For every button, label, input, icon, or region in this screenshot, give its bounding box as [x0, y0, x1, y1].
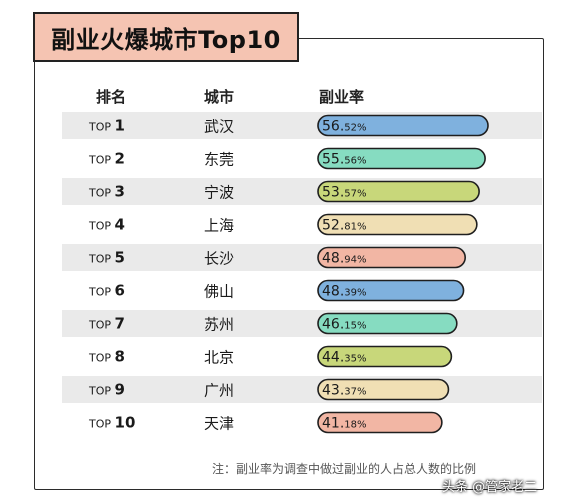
rank-label: TOP 8 [88, 348, 125, 366]
watermark: 头条 @管家老二 [442, 480, 538, 495]
city-label: 上海 [204, 217, 234, 235]
city-label: 东莞 [204, 151, 234, 169]
header-city: 城市 [204, 88, 235, 106]
value-label: 48.94% [322, 251, 367, 267]
bar [317, 246, 467, 269]
value-label: 43.37% [322, 383, 367, 399]
rank-label: TOP 3 [88, 183, 125, 201]
row-stripe [62, 376, 542, 403]
bar [317, 213, 478, 236]
value-label: 53.57% [322, 185, 367, 201]
bar [317, 114, 489, 137]
rank-label: TOP 5 [88, 249, 125, 267]
city-label: 长沙 [204, 250, 234, 268]
value-label: 41.18% [322, 416, 367, 432]
chart-title: 副业火爆城市Top10 [33, 12, 299, 62]
bar [317, 180, 480, 203]
row-stripe [62, 244, 542, 271]
city-label: 苏州 [204, 316, 234, 334]
bar [317, 411, 443, 434]
rank-label: TOP 4 [88, 216, 125, 234]
rank-label: TOP 1 [88, 117, 125, 135]
bar [317, 312, 458, 335]
city-label: 天津 [204, 415, 234, 433]
rank-label: TOP 2 [88, 150, 125, 168]
rank-label: TOP 7 [88, 315, 125, 333]
value-label: 52.81% [322, 218, 367, 234]
header-rank: 排名 [96, 88, 127, 106]
row-stripe [62, 310, 542, 337]
bar [317, 345, 453, 368]
value-label: 48.39% [322, 284, 367, 300]
value-label: 44.35% [322, 350, 367, 366]
rank-label: TOP 6 [88, 282, 125, 300]
rank-label: TOP 9 [88, 381, 125, 399]
bar [317, 147, 486, 170]
value-label: 55.56% [322, 152, 367, 168]
bar [317, 378, 450, 401]
footnote: 注：副业率为调查中做过副业的人占总人数的比例 [212, 462, 477, 476]
bar [317, 279, 465, 302]
city-label: 佛山 [204, 283, 234, 301]
city-label: 广州 [204, 382, 234, 400]
value-label: 56.52% [322, 119, 367, 135]
value-label: 46.15% [322, 317, 367, 333]
city-label: 武汉 [204, 118, 234, 136]
rank-label: TOP 10 [88, 414, 135, 432]
header-rate: 副业率 [319, 88, 365, 106]
city-label: 北京 [204, 349, 234, 367]
city-label: 宁波 [204, 184, 234, 202]
